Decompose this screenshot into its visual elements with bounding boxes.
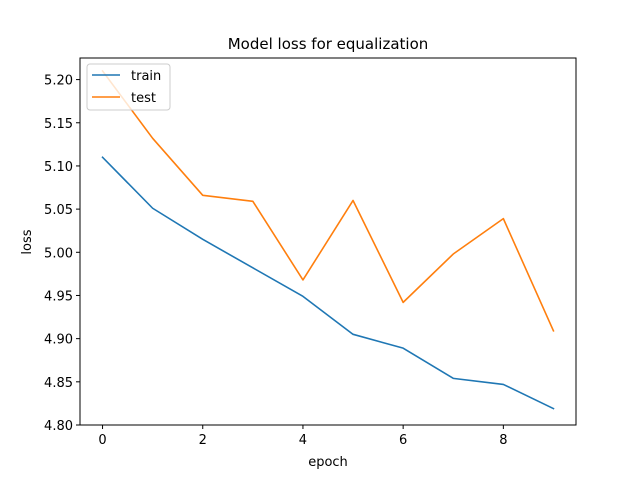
series-line-test (101, 69, 555, 332)
x-axis: 0 2 4 6 8 (98, 425, 507, 448)
x-tick-label: 0 (98, 433, 106, 448)
y-tick-label: 5.15 (44, 117, 73, 132)
legend-label-test: test (131, 91, 156, 106)
x-tick-label: 2 (199, 433, 207, 448)
y-axis-label: loss (20, 229, 35, 254)
y-tick-label: 4.90 (44, 333, 73, 348)
y-tick-label: 5.10 (44, 160, 73, 175)
x-tick-label: 8 (499, 433, 507, 448)
legend: train test (86, 63, 171, 111)
chart-title: Model loss for equalization (228, 35, 429, 53)
x-tick-label: 6 (399, 433, 407, 448)
legend-label-train: train (131, 69, 161, 84)
plot-area (101, 69, 555, 410)
y-tick-label: 5.00 (44, 246, 73, 261)
y-tick-label: 4.85 (44, 376, 73, 391)
plot-frame (79, 57, 577, 426)
y-tick-label: 5.20 (44, 74, 73, 89)
y-tick-label: 4.80 (44, 419, 73, 434)
y-tick-label: 4.95 (44, 289, 73, 304)
series-line-train (101, 156, 555, 410)
x-tick-label: 4 (299, 433, 307, 448)
y-axis: 4.80 4.85 4.90 4.95 5.00 5.05 5.10 5.15 5.20 (44, 74, 80, 434)
x-axis-label: epoch (308, 455, 348, 470)
y-tick-label: 5.05 (44, 203, 73, 218)
